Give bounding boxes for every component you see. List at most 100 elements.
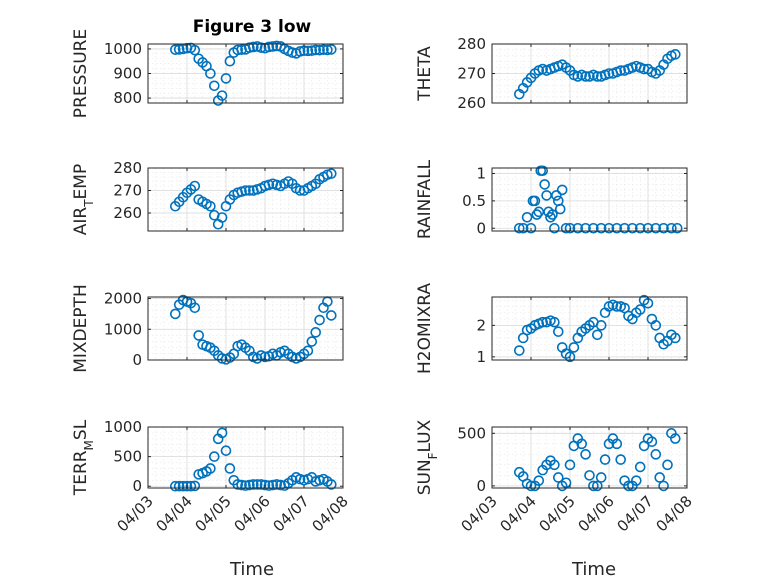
y-tick-label: 0	[476, 477, 486, 495]
data-point	[634, 304, 646, 315]
data-point	[611, 438, 623, 450]
data-point	[654, 472, 666, 483]
data-point	[173, 480, 185, 492]
y-tick-label: 1	[476, 348, 486, 366]
data-point	[310, 44, 322, 56]
data-point	[177, 480, 189, 492]
y-tick-label: 260	[113, 204, 142, 222]
data-point	[662, 459, 673, 471]
data-point	[552, 472, 564, 483]
data-point	[286, 47, 298, 58]
subplot-pressure: 800 900 1000 PRESSURE	[71, 29, 344, 118]
y-tick-label: 0	[132, 351, 142, 369]
x-tick-label: 04/06	[231, 492, 274, 535]
data-point	[619, 222, 630, 234]
data-point	[580, 222, 591, 234]
y-tick-label: 900	[113, 65, 142, 83]
data-point	[244, 479, 255, 491]
y-axis-label-sun-flux: SUNFLUX	[415, 419, 440, 495]
y-tick-label: 1	[476, 164, 486, 182]
data-point	[170, 480, 181, 492]
x-tick-label: 04/03	[114, 492, 157, 535]
data-point	[630, 475, 642, 486]
data-point	[646, 436, 658, 448]
y-axis-label-rainfall: RAINFALL	[415, 159, 435, 239]
data-point	[216, 212, 228, 223]
data-point	[189, 302, 201, 314]
y-tick-label: 2	[476, 316, 486, 334]
data-point	[533, 475, 545, 486]
data-point	[599, 454, 611, 465]
data-point	[263, 41, 275, 53]
data-point	[572, 222, 584, 234]
data-point	[650, 449, 662, 460]
data-point	[627, 222, 638, 234]
data-point	[170, 44, 181, 55]
y-tick-label: 0	[132, 477, 142, 495]
data-point	[220, 73, 232, 84]
data-point	[564, 351, 576, 363]
data-point	[248, 479, 259, 490]
x-tick-label: 04/06	[575, 492, 618, 535]
data-point	[302, 45, 314, 57]
data-point	[642, 222, 654, 234]
data-point	[560, 222, 572, 234]
data-point	[306, 336, 318, 347]
data-point	[549, 222, 560, 234]
data-point	[623, 480, 634, 492]
data-point	[267, 479, 279, 491]
data-point	[209, 80, 220, 92]
data-point	[189, 480, 201, 492]
x-axis-label-right: Time	[571, 559, 616, 580]
data-point	[267, 41, 279, 52]
data-point	[554, 203, 566, 215]
data-point	[251, 479, 263, 490]
data-point	[255, 479, 267, 490]
data-point	[322, 44, 333, 56]
data-point	[173, 44, 185, 55]
data-point	[658, 480, 669, 492]
data-point	[205, 68, 216, 79]
x-tick-label: 04/08	[309, 492, 352, 535]
data-point	[302, 345, 314, 357]
data-point	[306, 45, 318, 56]
data-point	[271, 479, 283, 490]
data-point	[525, 222, 537, 234]
data-point	[650, 222, 662, 234]
data-point	[236, 44, 247, 55]
data-point	[525, 480, 537, 492]
data-point	[216, 427, 228, 439]
data-point	[671, 222, 683, 234]
x-tick-label: 04/07	[270, 492, 313, 535]
x-axis-label-left: Time	[229, 559, 274, 580]
data-point	[521, 212, 533, 223]
data-point	[595, 472, 607, 483]
data-point	[603, 68, 615, 79]
data-point	[255, 42, 267, 53]
y-tick-label: 0.5	[462, 192, 486, 210]
data-point	[318, 44, 329, 55]
y-tick-label: 500	[113, 448, 142, 466]
data-point	[314, 314, 325, 326]
data-point	[325, 310, 337, 321]
y-tick-label: 260	[457, 94, 486, 112]
data-point	[658, 222, 669, 234]
y-tick-label: 2000	[104, 290, 142, 308]
data-point	[220, 445, 232, 456]
data-point	[314, 44, 325, 56]
data-point	[588, 480, 599, 492]
y-tick-label: 280	[457, 35, 486, 53]
data-point	[236, 479, 247, 491]
y-tick-label: 1000	[104, 40, 142, 58]
data-point	[576, 438, 588, 450]
data-point	[549, 316, 560, 328]
data-point	[531, 209, 543, 220]
y-axis-label-theta: THETA	[415, 46, 435, 102]
data-point	[666, 222, 677, 234]
y-axis-label-h2omixra: H2OMIXRA	[415, 283, 435, 374]
data-point	[185, 480, 197, 492]
data-point	[634, 461, 646, 473]
data-point	[564, 222, 576, 234]
